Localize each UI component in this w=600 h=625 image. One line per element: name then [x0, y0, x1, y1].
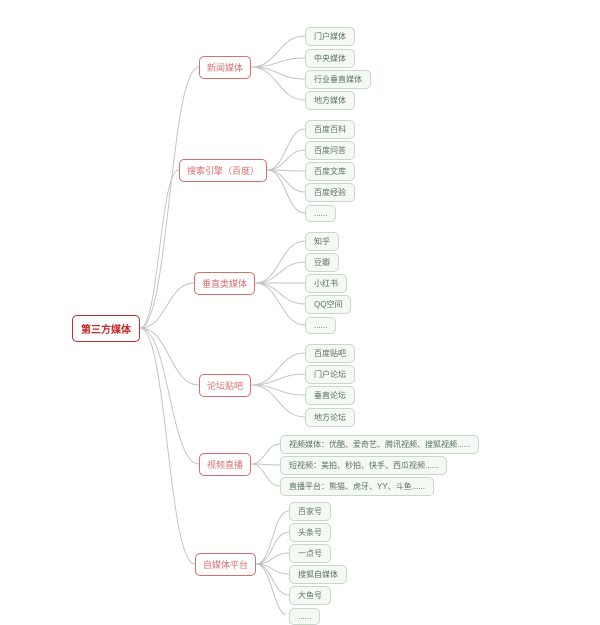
leaf-node-1-3: 百度经验 [305, 183, 355, 202]
leaf-node-2-0: 知乎 [305, 232, 339, 251]
branch-node-3: 论坛贴吧 [199, 374, 251, 397]
branch-node-0: 新闻媒体 [199, 56, 251, 79]
leaf-node-2-1: 豆瓣 [305, 253, 339, 272]
leaf-node-1-2: 百度文库 [305, 162, 355, 181]
leaf-node-5-5: ...... [289, 608, 320, 625]
leaf-node-4-2: 直播平台：熊猫、虎牙、YY、斗鱼...... [280, 477, 434, 496]
leaf-node-0-0: 门户媒体 [305, 27, 355, 46]
leaf-node-2-4: ...... [305, 317, 336, 334]
leaf-node-5-3: 搜狐自媒体 [289, 565, 347, 584]
branch-node-1: 搜索引擎（百度） [179, 159, 267, 182]
leaf-node-3-3: 地方论坛 [305, 408, 355, 427]
leaf-node-0-3: 地方媒体 [305, 91, 355, 110]
leaf-node-1-4: ...... [305, 205, 336, 222]
leaf-node-3-1: 门户论坛 [305, 365, 355, 384]
leaf-node-1-0: 百度百科 [305, 120, 355, 139]
leaf-node-0-2: 行业垂直媒体 [305, 70, 371, 89]
leaf-node-5-1: 头条号 [289, 523, 331, 542]
leaf-node-3-2: 垂直论坛 [305, 386, 355, 405]
branch-node-4: 视频直播 [199, 453, 251, 476]
leaf-node-3-0: 百度贴吧 [305, 344, 355, 363]
leaf-node-1-1: 百度问答 [305, 141, 355, 160]
leaf-node-2-3: QQ空间 [305, 295, 351, 314]
leaf-node-5-4: 大鱼号 [289, 586, 331, 605]
leaf-node-4-1: 短视频：美拍、秒拍、快手、西瓜视频...... [280, 456, 447, 475]
leaf-node-5-0: 百家号 [289, 502, 331, 521]
leaf-node-5-2: 一点号 [289, 544, 331, 563]
leaf-node-2-2: 小红书 [305, 274, 347, 293]
leaf-node-4-0: 视频媒体：优酷、爱奇艺、腾讯视频、搜狐视频...... [280, 435, 479, 454]
leaf-node-0-1: 中央媒体 [305, 49, 355, 68]
branch-node-2: 垂直类媒体 [194, 272, 255, 295]
branch-node-5: 自媒体平台 [195, 553, 256, 576]
root-node: 第三方媒体 [72, 315, 140, 342]
